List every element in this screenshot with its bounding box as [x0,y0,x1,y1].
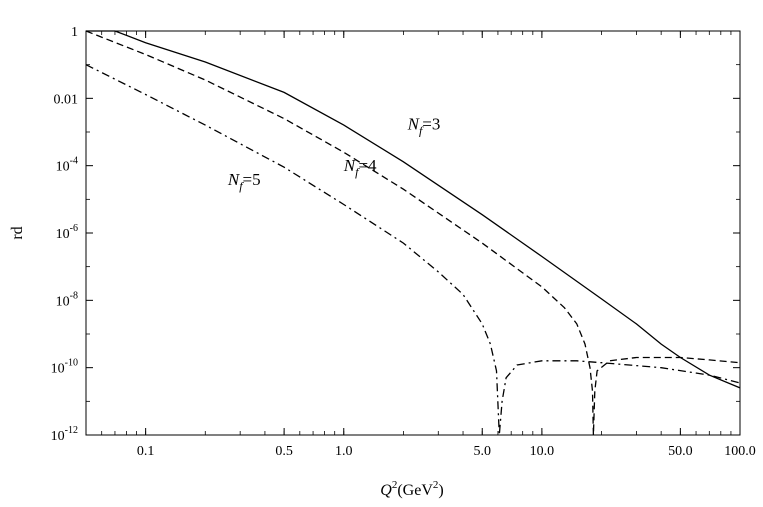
y-tick-label: 10-6 [56,223,78,242]
series-label: Nf=5 [227,170,261,193]
x-tick-label: 10.0 [530,444,555,459]
y-tick-label: 10-4 [56,156,78,175]
x-tick-label: 0.1 [137,444,155,459]
y-axis-title: rd [9,226,26,239]
x-axis-title: Q2(GeV2) [380,479,443,499]
series-line-nf-4 [85,30,741,436]
y-tick-label: 10-10 [51,358,78,377]
ticks: 0.1 0.5 1.0 5.0 10.0 50.0 100.0 1 0.01 10-4 10-6 10… [51,25,756,459]
plot-frame [85,30,741,436]
x-tick-label: 50.0 [668,444,693,459]
labels: Nf=3 Nf=4 Nf=5 [227,114,441,192]
x-tick-label: 0.5 [275,444,293,459]
series-line-nf-3 [86,30,741,389]
x-tick-label: 1.0 [335,444,353,459]
x-tick-label: 100.0 [724,444,756,459]
y-tick-label: 1 [71,25,78,40]
x-tick-label: 5.0 [473,444,491,459]
y-tick-label: 10-12 [51,425,78,444]
series-line-nf-5 [85,64,741,436]
y-tick-label: 0.01 [54,92,79,107]
series-label: Nf=3 [407,114,441,137]
series-label: Nf=4 [343,156,377,179]
curves [85,30,741,436]
y-tick-label: 10-8 [56,290,78,309]
